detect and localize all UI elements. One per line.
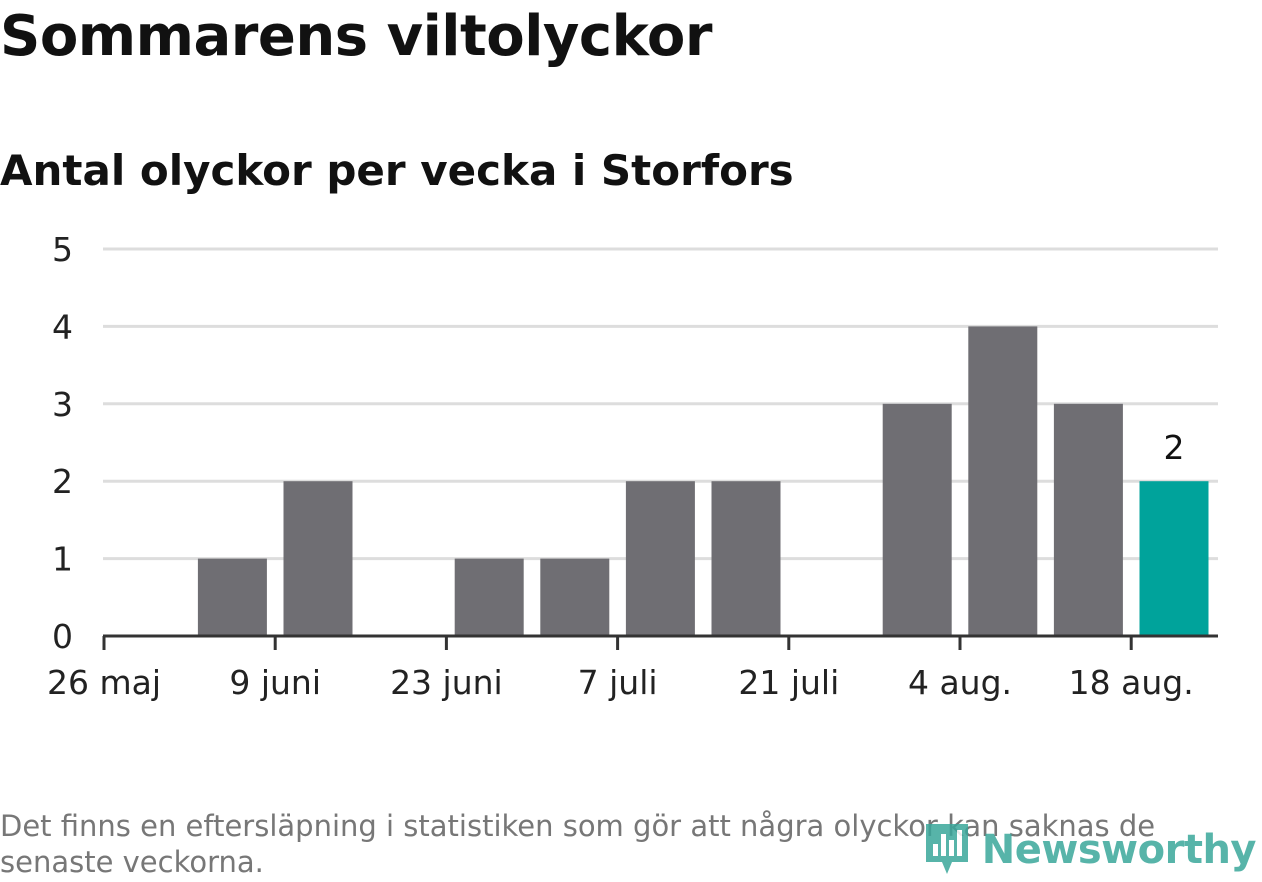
- bar: [711, 481, 781, 636]
- bar: [454, 558, 524, 636]
- y-tick-label: 5: [52, 230, 73, 269]
- x-tick-label: 7 juli: [578, 663, 658, 702]
- bar: [197, 558, 267, 636]
- x-tick-label: 18 aug.: [1069, 663, 1194, 702]
- bar: [882, 403, 952, 636]
- x-tick-label: 21 juli: [738, 663, 839, 702]
- y-tick-label: 4: [52, 307, 73, 346]
- bar: [968, 326, 1038, 636]
- x-tick-label: 23 juni: [390, 663, 503, 702]
- x-tick-label: 9 juni: [229, 663, 321, 702]
- data-labels: 2: [1164, 428, 1185, 467]
- y-tick-label: 3: [52, 385, 73, 424]
- y-axis-labels: 0 1 2 3 4 5: [52, 230, 73, 656]
- bar-chart: 0 1 2 3 4 5 26 maj 9 juni 23 juni 7 juli 21 juli 4…: [47, 230, 1218, 702]
- x-tick-label: 4 aug.: [908, 663, 1012, 702]
- bar: [283, 481, 353, 636]
- chart-subtitle: Antal olyckor per vecka i Storfors: [0, 146, 794, 195]
- bar: [540, 558, 610, 636]
- data-label: 2: [1164, 428, 1185, 467]
- newsworthy-logo: Newsworthy: [922, 818, 1257, 882]
- bar-highlight: [1139, 481, 1209, 636]
- bar: [1053, 403, 1123, 636]
- y-tick-label: 2: [52, 462, 73, 501]
- bar: [625, 481, 695, 636]
- newsworthy-logo-text: Newsworthy: [981, 827, 1257, 873]
- x-tick-label: 26 maj: [47, 663, 161, 702]
- y-tick-label: 1: [52, 540, 73, 579]
- y-tick-label: 0: [52, 617, 73, 656]
- x-axis: [102, 634, 1218, 650]
- chart-title: Sommarens viltolyckor: [0, 4, 712, 69]
- newsworthy-logo-icon: [922, 818, 972, 882]
- bars: [197, 326, 1209, 636]
- x-axis-labels: 26 maj 9 juni 23 juni 7 juli 21 juli 4 aug. 18…: [47, 663, 1194, 702]
